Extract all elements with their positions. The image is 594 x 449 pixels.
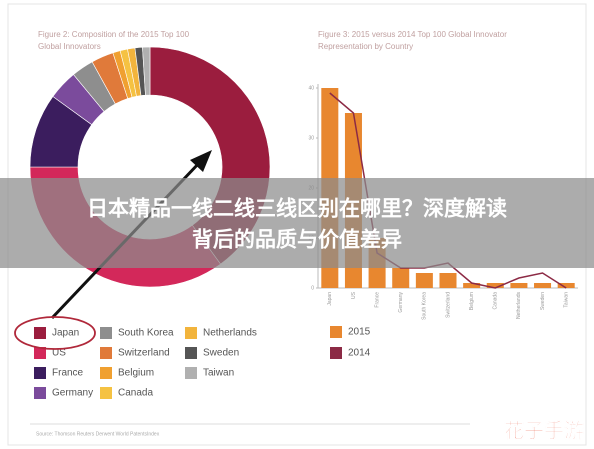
bar <box>557 283 575 288</box>
legend-label: 2015 <box>348 327 371 338</box>
legend-swatch <box>330 347 342 359</box>
legend-label: Sweden <box>203 348 239 359</box>
watermark: 花子手游 <box>504 418 584 442</box>
legend-swatch <box>185 367 197 379</box>
legend-label: Taiwan <box>203 368 234 379</box>
banner-line: 日本精品一线二线三线区别在哪里？深度解读 <box>87 197 507 221</box>
legend-swatch <box>34 387 46 399</box>
legend-label: Germany <box>52 388 93 399</box>
donut-slice <box>142 46 151 96</box>
chart-title: Figure 2: Composition of the 2015 Top 10… <box>38 30 190 39</box>
legend-swatch <box>100 387 112 399</box>
x-tick-label: France <box>374 292 380 308</box>
bar <box>463 283 481 288</box>
legend-label: 2014 <box>348 348 371 359</box>
bar <box>415 273 433 288</box>
arrow-head <box>190 150 212 172</box>
x-tick-label: South Korea <box>422 292 428 320</box>
legend-label: Belgium <box>118 368 154 379</box>
legend-swatch <box>330 326 342 338</box>
source: Source: Thomson Reuters Derwent World Pa… <box>36 431 160 437</box>
bar <box>439 273 457 288</box>
chart-title: Representation by Country <box>318 42 413 51</box>
x-tick-label: Sweden <box>540 292 546 310</box>
bar <box>510 283 528 288</box>
x-tick-label: US <box>351 291 357 299</box>
legend-swatch <box>100 347 112 359</box>
legend-label: France <box>52 368 84 379</box>
legend-label: South Korea <box>118 328 174 339</box>
y-tick-label: 30 <box>308 135 314 141</box>
bar <box>486 283 504 288</box>
legend-swatch <box>34 347 46 359</box>
legend-label: Netherlands <box>203 328 257 339</box>
legend-swatch <box>100 367 112 379</box>
x-tick-label: Belgium <box>469 292 475 310</box>
chart-title: Global Innovators <box>38 42 101 51</box>
legend-swatch <box>34 327 46 339</box>
legend-label: Switzerland <box>118 348 170 359</box>
x-tick-label: Canada <box>493 292 499 310</box>
bar <box>534 283 552 288</box>
charts: Figure 2: Composition of the 2015 Top 10… <box>29 30 578 399</box>
banner-line: 背后的品质与价值差异 <box>192 228 402 252</box>
x-tick-label: Switzerland <box>445 292 451 318</box>
bar <box>392 268 410 288</box>
x-tick-label: Netherlands <box>516 292 522 319</box>
legend-swatch <box>100 327 112 339</box>
x-tick-label: Germany <box>398 292 404 313</box>
legend-swatch <box>185 327 197 339</box>
y-tick-label: 0 <box>311 285 314 291</box>
x-tick-label: Taiwan <box>564 292 570 308</box>
legend-swatch <box>34 367 46 379</box>
legend-label: US <box>52 348 66 359</box>
highlight-circle <box>14 316 96 350</box>
banner <box>0 178 594 268</box>
chart-title: Figure 3: 2015 versus 2014 Top 100 Globa… <box>318 30 507 39</box>
legend-swatch <box>185 347 197 359</box>
legend-label: Japan <box>52 328 79 339</box>
legend-label: Canada <box>118 388 153 399</box>
y-tick-label: 40 <box>308 85 314 91</box>
x-tick-label: Japan <box>327 292 333 306</box>
